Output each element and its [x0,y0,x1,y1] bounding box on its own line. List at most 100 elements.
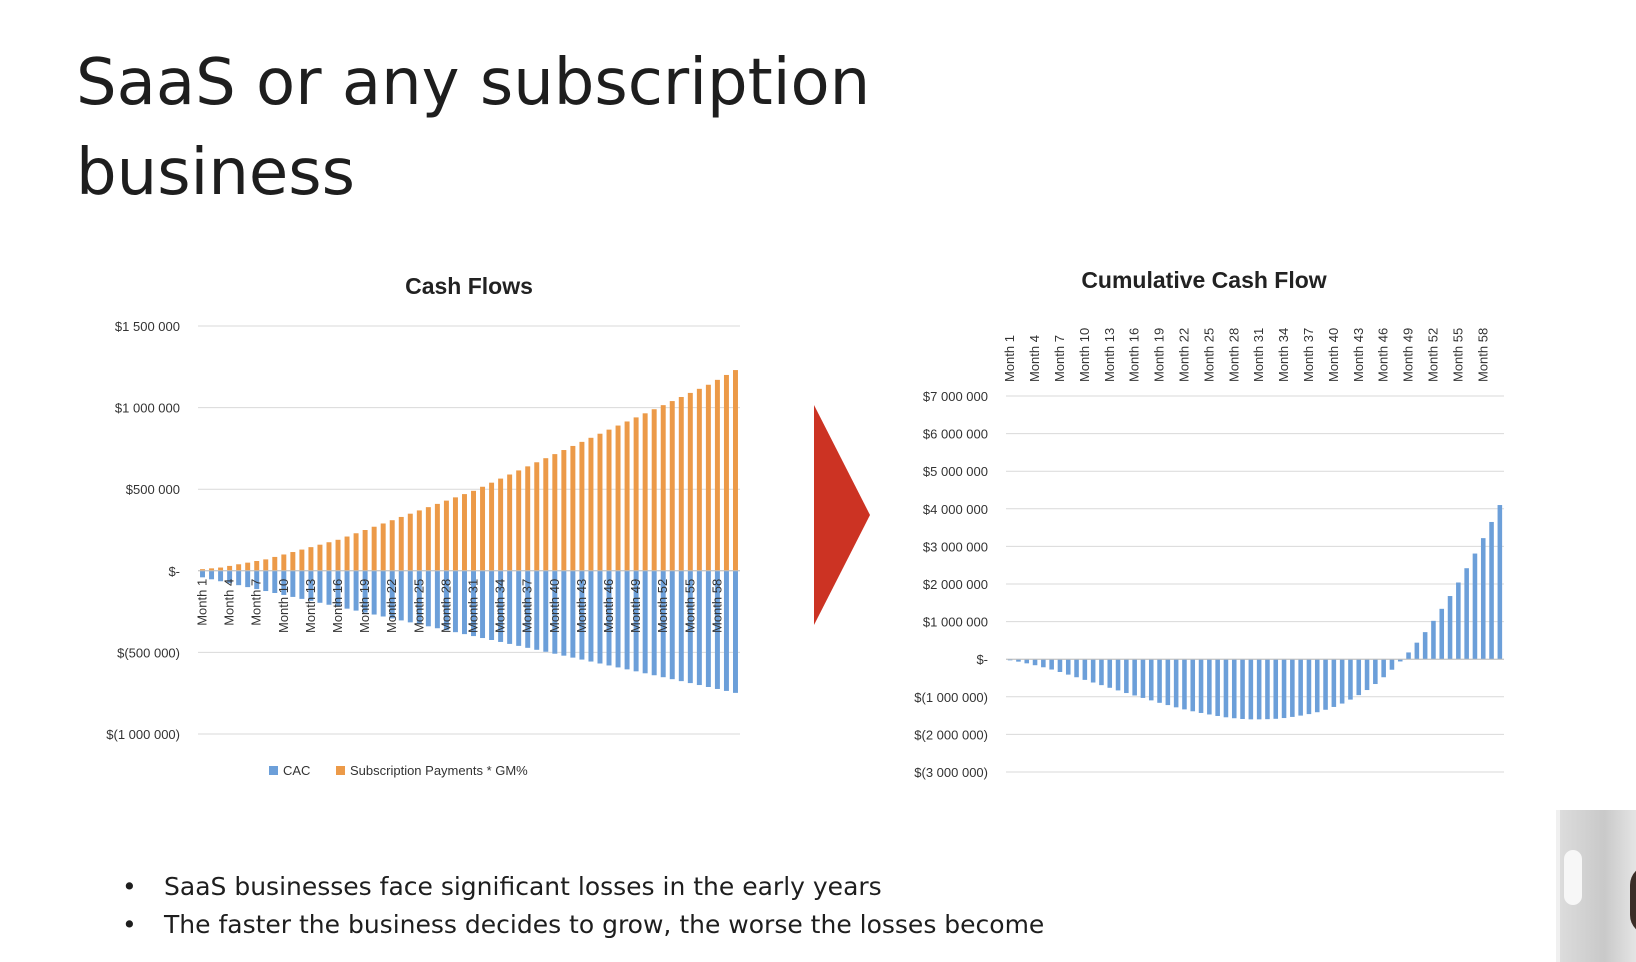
bar-subscription [606,429,612,571]
bar-cac [732,570,738,693]
y-tick-label: $- [168,564,180,579]
bar-cac [209,570,215,580]
x-tick-label: Month 4 [1027,335,1042,382]
x-tick-label: Month 22 [1176,328,1191,382]
x-tick-label: Month 13 [1102,328,1117,382]
bar-subscription [407,513,413,571]
x-tick-label: Month 46 [1376,328,1391,382]
bar-cac [543,570,549,652]
bar-cumulative [1389,659,1395,670]
bar-cac [534,570,540,650]
bar-cumulative [1165,659,1171,706]
bar-subscription [425,507,431,571]
bar-cac [615,570,621,668]
x-tick-label: Month 55 [1450,328,1465,382]
x-tick-label: Month 31 [1251,328,1266,382]
bar-subscription [398,516,404,571]
y-tick-label: $(1 000 000) [914,690,988,705]
bar-cac [443,570,449,631]
bar-cac [606,570,612,666]
bar-cumulative [1007,659,1013,661]
bar-cumulative [1107,659,1113,688]
x-tick-label: Month 37 [1301,328,1316,382]
bar-cumulative [1298,659,1303,716]
bar-cumulative [1439,608,1445,660]
x-tick-label: Month 25 [411,579,426,633]
bar-cac [299,570,305,599]
x-tick-label: Month 31 [466,579,481,633]
bar-cumulative [1065,659,1071,675]
bar-subscription [471,490,477,571]
bar-cac [579,570,585,660]
y-tick-label: $(500 000) [117,645,180,660]
bar-subscription [516,470,522,571]
bar-cac [335,570,341,607]
bar-cac [407,570,413,623]
x-tick-label: Month 1 [195,579,210,626]
presenter-head [1630,865,1636,935]
bar-cac [326,570,332,605]
y-tick-label: $3 000 000 [923,539,988,554]
bar-cac [480,570,486,639]
bar-subscription [714,379,720,571]
bar-cac [344,570,350,609]
bar-subscription [209,568,215,571]
bar-cac [380,570,386,617]
x-tick-label: Month 40 [547,579,562,633]
bar-subscription [380,523,386,571]
x-tick-label: Month 34 [493,579,508,633]
bar-cac [507,570,513,644]
bar-cumulative [1306,659,1312,715]
bar-cumulative [1348,659,1353,700]
webcam-overlay [1556,810,1636,962]
bar-cumulative [1364,659,1370,691]
bar-subscription [461,494,467,571]
bar-cumulative [1090,659,1096,683]
bar-cac [570,570,576,658]
bar-subscription [245,562,251,571]
bar-subscription [452,497,458,571]
bar-cac [525,570,531,648]
bar-cumulative [1422,632,1428,660]
x-tick-label: Month 28 [1226,328,1241,382]
legend-swatch-cac [269,766,278,775]
y-tick-label: $6 000 000 [923,427,988,442]
bar-cumulative [1414,642,1420,660]
bar-cumulative [1115,659,1121,691]
bar-subscription [416,510,422,571]
bar-cac [516,570,522,646]
bar-cumulative [1273,659,1279,719]
bar-subscription [308,547,314,571]
bar-subscription [570,445,576,571]
bar-subscription [299,549,305,571]
x-tick-label: Month 7 [249,579,264,626]
bar-cac [723,570,729,691]
bar-subscription [353,533,359,571]
bar-cac [272,570,278,593]
bar-subscription [696,388,702,571]
y-tick-label: $(2 000 000) [914,727,988,742]
bar-cac [236,570,242,586]
x-tick-label: Month 1 [1002,335,1017,382]
bar-cumulative [1356,659,1362,696]
bar-cumulative [1190,659,1196,712]
slide-title-line: SaaS or any subscription [76,46,871,120]
bar-cac [624,570,630,670]
bar-subscription [218,567,224,571]
bar-cac [371,570,377,615]
y-tick-label: $1 000 000 [923,615,988,630]
x-tick-label: Month 58 [1475,328,1490,382]
bar-subscription [534,462,540,571]
y-tick-label: $1 500 000 [115,319,180,334]
legend-swatch-subscription [336,766,345,775]
bar-cac [200,570,206,578]
bar-subscription [371,526,377,571]
bar-cumulative [1265,659,1270,720]
bar-cumulative [1024,659,1030,664]
bar-cac [245,570,251,588]
bar-cac [597,570,603,664]
x-tick-label: Month 13 [303,579,318,633]
bar-subscription [561,450,567,571]
bar-subscription [705,384,711,571]
arrow-right-icon [814,405,870,625]
